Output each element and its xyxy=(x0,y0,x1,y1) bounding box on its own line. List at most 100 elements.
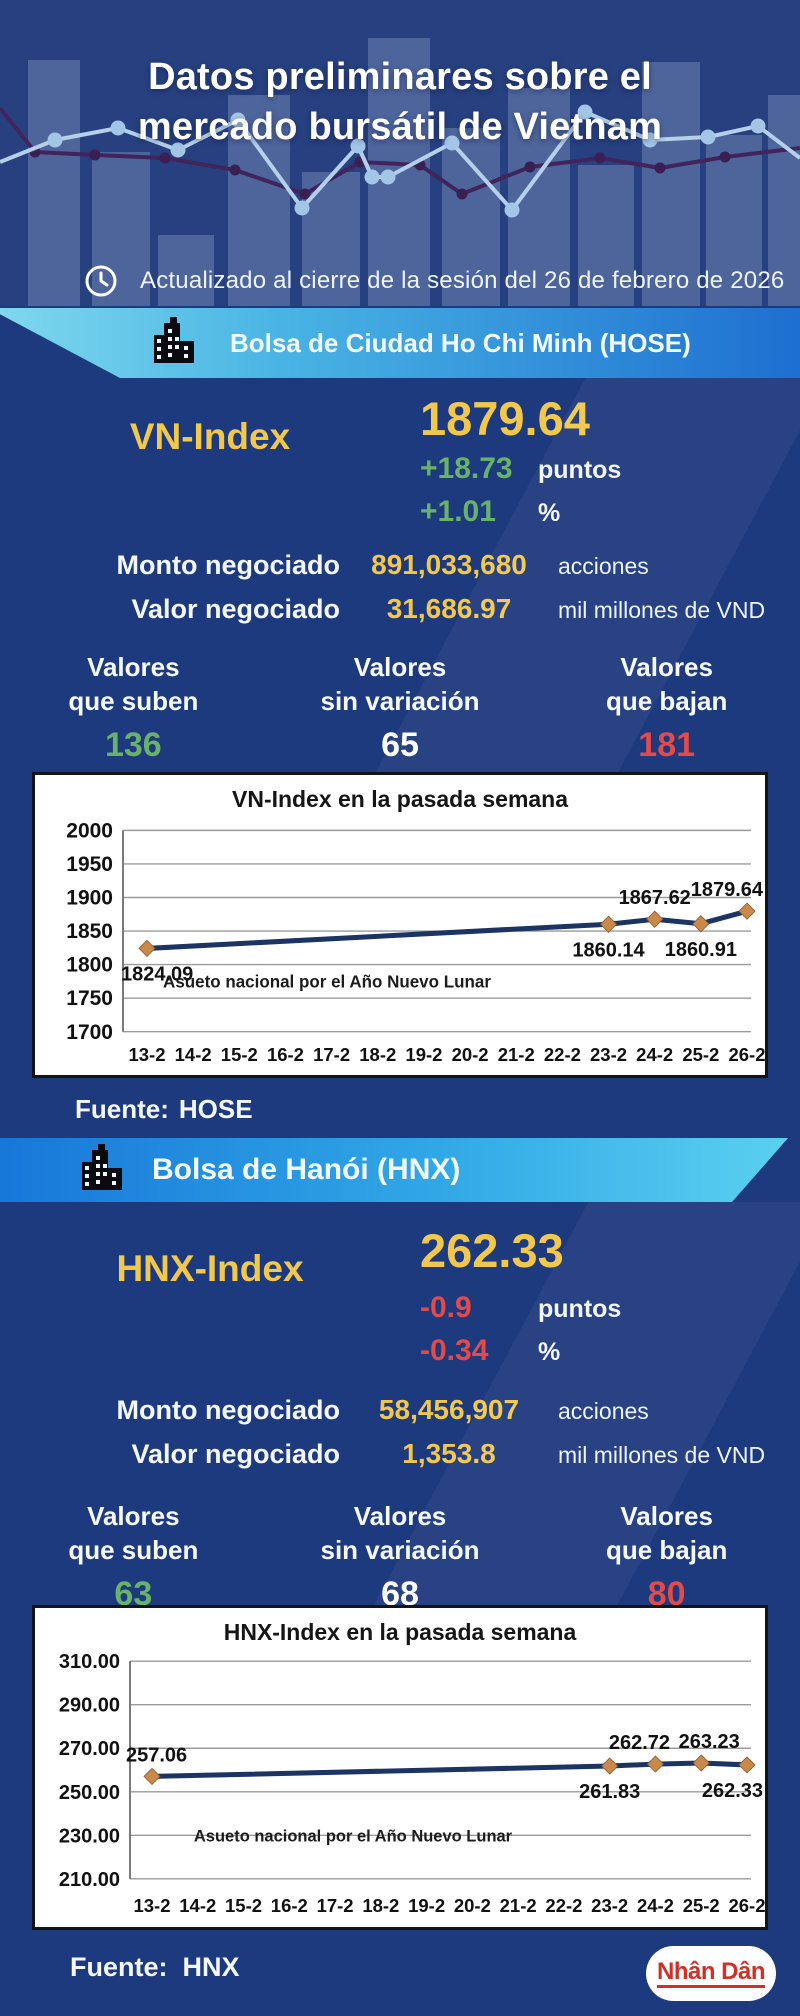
svg-text:13-2: 13-2 xyxy=(133,1895,170,1916)
header-decoration-chart xyxy=(0,38,800,306)
hnx-change-points-unit: puntos xyxy=(538,1295,622,1324)
label: sin variación xyxy=(320,685,480,716)
svg-text:1867.62: 1867.62 xyxy=(619,887,691,909)
source-label: Fuente: xyxy=(70,1952,168,1982)
clock-icon xyxy=(84,264,118,298)
hnx-index-label: HNX-Index xyxy=(116,1248,304,1289)
svg-text:262.33: 262.33 xyxy=(702,1780,763,1802)
footer: Fuente: HNX Nhân Dân xyxy=(0,1930,800,2016)
label: que suben xyxy=(68,1534,199,1565)
hnx-breadth-row: Valores que suben 63 Valores sin variación… xyxy=(0,1500,800,1614)
hose-change-points-unit: puntos xyxy=(538,456,622,485)
svg-text:261.83: 261.83 xyxy=(579,1781,640,1803)
hose-banner-title: Bolsa de Ciudad Ho Chi Minh (HOSE) xyxy=(230,327,691,358)
svg-text:2000: 2000 xyxy=(66,819,113,842)
svg-text:17-2: 17-2 xyxy=(313,1044,350,1065)
svg-text:20-2: 20-2 xyxy=(452,1044,489,1065)
header: Datos preliminares sobre el mercado burs… xyxy=(0,0,800,306)
hnx-banner-title: Bolsa de Hanói (HNX) xyxy=(152,1153,461,1186)
hose-unchanged: Valores sin variación 65 xyxy=(267,651,534,765)
svg-text:270.00: 270.00 xyxy=(59,1738,120,1760)
svg-text:15-2: 15-2 xyxy=(225,1895,262,1916)
svg-text:Asueto nacional por el Año Nue: Asueto nacional por el Año Nuevo Lunar xyxy=(163,972,491,991)
page-title-line1: Datos preliminares sobre el xyxy=(148,56,652,98)
svg-text:20-2: 20-2 xyxy=(454,1895,491,1916)
svg-text:257.06: 257.06 xyxy=(126,1744,187,1766)
hose-source: Fuente: HOSE xyxy=(0,1078,800,1138)
svg-text:1900: 1900 xyxy=(66,886,113,909)
label: que bajan xyxy=(605,1534,728,1565)
svg-text:23-2: 23-2 xyxy=(591,1895,628,1916)
svg-text:25-2: 25-2 xyxy=(682,1044,719,1065)
hnx-volume-row: Monto negociado 58,456,907 acciones xyxy=(0,1394,800,1426)
hose-index-label: VN-Index xyxy=(129,416,291,457)
source-label: Fuente: xyxy=(75,1094,169,1124)
svg-text:HNX-Index en la pasada semana: HNX-Index en la pasada semana xyxy=(224,1619,577,1645)
hose-volume-label: Monto negociado xyxy=(116,550,340,581)
hnx-index-chart-card: HNX-Index en la pasada semana 310.00 290.0… xyxy=(32,1605,768,1930)
hnx-value-unit: mil millones de VND xyxy=(558,1442,766,1469)
hnx-stats: HNX-Index 262.33 -0.9 puntos -0.34 % Mon… xyxy=(0,1202,800,1613)
svg-text:22-2: 22-2 xyxy=(544,1044,581,1065)
hose-index-row: VN-Index 1879.64 +18.73 puntos +1.01 % xyxy=(0,394,800,529)
hnx-value-value: 1,353.8 xyxy=(402,1438,496,1470)
hose-decliners-count: 181 xyxy=(638,725,696,764)
hose-volume-unit: acciones xyxy=(558,553,649,580)
hnx-value-row: Valor negociado 1,353.8 mil millones de … xyxy=(0,1438,800,1470)
vn-index-chart-card: VN-Index en la pasada semana 2000 1950 1900… xyxy=(32,772,768,1078)
label: Valores xyxy=(353,652,447,683)
hnx-banner: Bolsa de Hanói (HNX) xyxy=(0,1138,788,1202)
hnx-change-pct-unit: % xyxy=(538,1338,561,1367)
nhandan-logo-text: Nhân Dân xyxy=(656,1959,766,1989)
hose-index-value: 1879.64 xyxy=(420,392,590,445)
svg-text:23-2: 23-2 xyxy=(590,1044,627,1065)
svg-text:26-2: 26-2 xyxy=(728,1044,765,1065)
hose-volume-row: Monto negociado 891,033,680 acciones xyxy=(0,549,800,581)
building-icon xyxy=(150,315,202,367)
vn-index-line-chart: VN-Index en la pasada semana 2000 1950 1900… xyxy=(66,786,765,1065)
svg-text:1860.91: 1860.91 xyxy=(665,939,737,961)
label: Valores xyxy=(620,652,713,683)
svg-text:290.00: 290.00 xyxy=(59,1695,120,1717)
label: Valores xyxy=(87,1501,180,1532)
hnx-volume-value: 58,456,907 xyxy=(378,1394,520,1426)
svg-text:Asueto nacional por el Año Nue: Asueto nacional por el Año Nuevo Lunar xyxy=(194,1827,513,1846)
hose-value-value: 31,686.97 xyxy=(386,593,512,625)
hnx-decliners: Valores que bajan 80 xyxy=(533,1500,800,1614)
svg-text:18-2: 18-2 xyxy=(359,1044,396,1065)
source-name: HOSE xyxy=(178,1094,253,1124)
label: que bajan xyxy=(605,685,728,716)
svg-text:1860.14: 1860.14 xyxy=(572,939,645,961)
hose-stats: VN-Index 1879.64 +18.73 puntos +1.01 % M… xyxy=(0,378,800,772)
svg-text:263.23: 263.23 xyxy=(679,1731,740,1753)
svg-text:210.00: 210.00 xyxy=(59,1869,120,1891)
hnx-volume-unit: acciones xyxy=(558,1398,649,1425)
label: Valores xyxy=(620,1501,713,1532)
svg-text:230.00: 230.00 xyxy=(59,1825,120,1847)
source-name: HNX xyxy=(182,1952,240,1982)
hnx-index-line-chart: HNX-Index en la pasada semana 310.00 290.0… xyxy=(59,1619,765,1916)
hose-value-label: Valor negociado xyxy=(131,594,340,625)
svg-text:14-2: 14-2 xyxy=(175,1044,212,1065)
label: Valores xyxy=(87,652,180,683)
hnx-change-points: -0.9 xyxy=(420,1291,472,1325)
hose-breadth-row: Valores que suben 136 Valores sin variació… xyxy=(0,651,800,765)
svg-text:1950: 1950 xyxy=(66,853,113,876)
nhandan-logo: Nhân Dân xyxy=(646,1946,776,2001)
hnx-advancers: Valores que suben 63 xyxy=(0,1500,267,1614)
hnx-volume-label: Monto negociado xyxy=(116,1395,340,1426)
label: sin variación xyxy=(320,1534,480,1565)
updated-row: Actualizado al cierre de la sesión del 2… xyxy=(0,264,800,298)
hnx-source: Fuente: HNX xyxy=(70,1946,240,1983)
hnx-index-row: HNX-Index 262.33 -0.9 puntos -0.34 % xyxy=(0,1226,800,1368)
hose-banner: Bolsa de Ciudad Ho Chi Minh (HOSE) xyxy=(0,308,800,378)
hose-advancers-count: 136 xyxy=(104,725,162,764)
svg-text:250.00: 250.00 xyxy=(59,1782,120,1804)
svg-text:1750: 1750 xyxy=(66,987,113,1010)
hose-value-row: Valor negociado 31,686.97 mil millones d… xyxy=(0,593,800,625)
label: que suben xyxy=(68,685,199,716)
svg-text:22-2: 22-2 xyxy=(545,1895,582,1916)
svg-text:14-2: 14-2 xyxy=(179,1895,216,1916)
svg-text:13-2: 13-2 xyxy=(128,1044,165,1065)
